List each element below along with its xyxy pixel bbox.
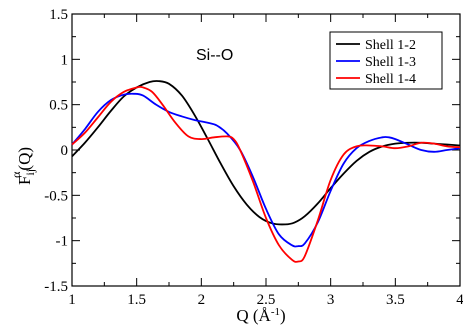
- x-axis-title: Q (Å-1): [236, 306, 285, 325]
- y-tick-label: 0: [61, 143, 69, 159]
- y-axis-title-tail: (Q): [15, 147, 34, 171]
- axis-ticks: 1 1.5 2 2.5 3 3.5 4 -1.5 -1 -0.5 0 0.5 1 1.5: [44, 7, 463, 308]
- svg-text:Fijα(Q): Fijα(Q): [9, 147, 37, 185]
- series-line-shell-1-2: [71, 80, 461, 226]
- chart-annotation: Si--O: [196, 47, 233, 64]
- y-tick-label: -1: [56, 234, 69, 250]
- x-axis-title-close: ): [280, 306, 286, 325]
- x-tick-label: 4: [456, 292, 463, 308]
- x-tick-label: 2.5: [257, 292, 276, 308]
- y-axis-title: Fijα(Q): [9, 147, 37, 185]
- series-line-shell-1-3: [71, 92, 461, 248]
- y-tick-label: 1.5: [49, 7, 68, 23]
- x-axis-title-unit: Å: [259, 306, 272, 325]
- x-tick-label: 2: [198, 292, 206, 308]
- x-tick-label: 1.5: [127, 292, 146, 308]
- x-tick-label: 3.5: [386, 292, 405, 308]
- series-lines: [71, 80, 461, 263]
- legend: Shell 1-2 Shell 1-3 Shell 1-4: [329, 31, 443, 90]
- y-tick-label: 0.5: [49, 98, 68, 114]
- y-tick-label: -1.5: [44, 279, 68, 295]
- legend-label: Shell 1-2: [365, 38, 416, 53]
- x-tick-label: 1: [68, 292, 76, 308]
- y-axis-title-base: F: [15, 176, 34, 185]
- x-axis-title-exponent: -1: [271, 306, 280, 318]
- x-tick-label: 3: [327, 292, 335, 308]
- legend-label: Shell 1-3: [365, 55, 416, 70]
- y-tick-label: 1: [61, 52, 69, 68]
- legend-label: Shell 1-4: [365, 72, 416, 87]
- y-tick-label: -0.5: [44, 188, 68, 204]
- series-line-shell-1-4: [71, 85, 461, 263]
- y-axis-title-sub: ij: [23, 169, 37, 176]
- x-axis-title-main: Q (: [236, 306, 259, 325]
- y-axis-title-sup: α: [9, 171, 23, 178]
